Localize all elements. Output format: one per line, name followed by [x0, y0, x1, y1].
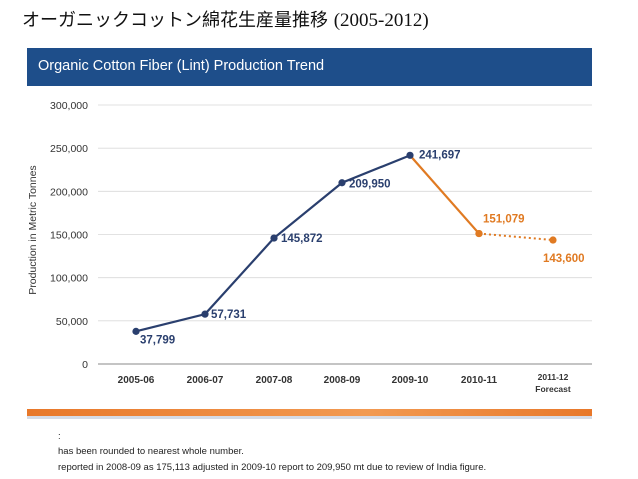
footer-band: [27, 409, 592, 417]
x-tick-label: 2005-06: [118, 375, 155, 386]
data-points: [132, 151, 557, 335]
data-labels: 37,799 57,731 145,872 209,950 241,697 151,079…: [140, 149, 585, 346]
data-point: [338, 179, 346, 187]
data-label: 37,799: [140, 334, 175, 346]
data-label: 241,697: [419, 149, 461, 161]
series-line-recent: [409, 154, 480, 235]
y-tick-label: 150,000: [50, 230, 88, 242]
x-tick-sublabel: Forecast: [535, 384, 571, 394]
x-axis-ticks: 2005-06 2006-07 2007-08 2008-09 2009-10 2010-…: [118, 372, 571, 394]
x-tick-label: 2006-07: [187, 375, 224, 386]
x-tick-label: 2007-08: [256, 375, 293, 386]
chart-title: Organic Cotton Fiber (Lint) Production T…: [38, 58, 325, 74]
gridlines: [98, 104, 592, 365]
data-point: [475, 229, 483, 238]
y-axis-ticks: 0 50,000 100,000 150,000 200,000 250,000 300,0…: [50, 100, 88, 371]
data-point: [132, 327, 140, 335]
x-tick-label: 2010-11: [461, 375, 498, 386]
data-label: 143,600: [543, 253, 585, 265]
data-point: [270, 234, 278, 242]
page-title-text: オーガニックコットン綿花生産量推移: [22, 10, 328, 31]
y-tick-label: 50,000: [56, 316, 88, 328]
data-point: [406, 151, 414, 159]
y-tick-label: 200,000: [50, 186, 88, 198]
chart-title-banner: Organic Cotton Fiber (Lint) Production T…: [27, 48, 592, 86]
data-point: [549, 236, 557, 244]
y-axis-label: Production in Metric Tonnes: [27, 165, 39, 294]
page-title-range: (2005-2012): [333, 10, 429, 31]
x-tick-label: 2011-12: [538, 372, 569, 382]
y-tick-label: 300,000: [50, 100, 88, 112]
note-line-1: :: [58, 431, 61, 442]
page-title: オーガニックコットン綿花生産量推移 (2005-2012): [22, 6, 429, 32]
data-label: 209,950: [349, 179, 391, 191]
x-tick-label: 2009-10: [392, 375, 429, 386]
y-tick-label: 100,000: [50, 273, 88, 285]
series-line-forecast: [478, 232, 554, 242]
y-tick-label: 0: [82, 359, 88, 371]
y-tick-label: 250,000: [50, 143, 88, 155]
footer-band-shadow: [27, 416, 592, 419]
data-label: 151,079: [483, 214, 525, 226]
data-label: 145,872: [281, 233, 323, 245]
note-line-2: has been rounded to nearest whole number…: [58, 446, 244, 457]
data-point: [201, 310, 209, 318]
note-line-3: reported in 2008-09 as 175,113 adjusted …: [58, 462, 487, 473]
data-label: 57,731: [211, 309, 247, 321]
x-tick-label: 2008-09: [324, 375, 361, 386]
